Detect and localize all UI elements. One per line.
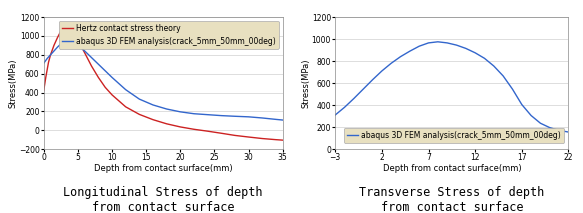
Legend: abaqus 3D FEM analysis(crack_5mm_50mm_00deg): abaqus 3D FEM analysis(crack_5mm_50mm_00… <box>344 128 564 143</box>
X-axis label: Depth from contact surface(mm): Depth from contact surface(mm) <box>94 164 233 173</box>
Text: Longitudinal Stress of depth
from contact surface: Longitudinal Stress of depth from contac… <box>64 186 263 213</box>
X-axis label: Depth from contact surface(mm): Depth from contact surface(mm) <box>382 164 521 173</box>
Y-axis label: Stress(MPa): Stress(MPa) <box>8 58 17 108</box>
Legend: Hertz contact stress theory, abaqus 3D FEM analysis(crack_5mm_50mm_00deg): Hertz contact stress theory, abaqus 3D F… <box>58 21 279 49</box>
Text: Transverse Stress of depth
from contact surface: Transverse Stress of depth from contact … <box>359 186 545 213</box>
Y-axis label: Stress(MPa): Stress(MPa) <box>301 58 310 108</box>
